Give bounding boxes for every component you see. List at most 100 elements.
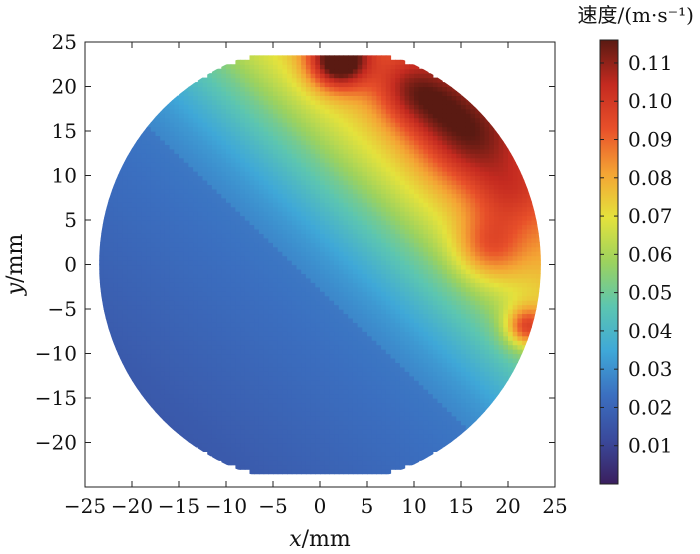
heatmap-cell bbox=[174, 148, 180, 154]
heatmap-cell bbox=[197, 95, 204, 101]
heatmap-cell bbox=[334, 260, 340, 266]
heatmap-cell bbox=[188, 108, 194, 114]
heatmap-cell bbox=[362, 313, 368, 319]
heatmap-cell bbox=[235, 460, 241, 466]
heatmap-cell bbox=[352, 420, 359, 426]
heatmap-cell bbox=[207, 402, 213, 408]
heatmap-cell bbox=[99, 228, 105, 234]
heatmap-cell bbox=[315, 268, 321, 274]
heatmap-cell bbox=[291, 291, 298, 297]
heatmap-cell bbox=[117, 260, 124, 266]
heatmap-cell bbox=[371, 153, 377, 159]
heatmap-cell bbox=[291, 277, 298, 283]
heatmap-cell bbox=[381, 291, 387, 297]
heatmap-cell bbox=[230, 349, 236, 355]
heatmap-cell bbox=[258, 451, 265, 457]
heatmap-cell bbox=[273, 398, 279, 404]
heatmap-cell bbox=[122, 220, 128, 226]
heatmap-cell bbox=[301, 451, 307, 457]
heatmap-cell bbox=[329, 237, 335, 243]
heatmap-cell bbox=[320, 131, 326, 137]
heatmap-cell bbox=[150, 153, 157, 159]
heatmap-cell bbox=[103, 340, 110, 346]
heatmap-cell bbox=[367, 469, 373, 475]
heatmap-cell bbox=[273, 122, 279, 128]
heatmap-cell bbox=[202, 438, 208, 444]
heatmap-cell bbox=[169, 220, 175, 226]
heatmap-cell bbox=[310, 184, 316, 190]
heatmap-cell bbox=[127, 282, 133, 288]
heatmap-cell bbox=[155, 184, 161, 190]
heatmap-cell bbox=[371, 398, 377, 404]
heatmap-cell bbox=[381, 286, 387, 292]
heatmap-cell bbox=[263, 260, 269, 266]
heatmap-cell bbox=[343, 122, 349, 128]
heatmap-cell bbox=[287, 375, 293, 381]
heatmap-cell bbox=[216, 268, 222, 274]
heatmap-cell bbox=[282, 313, 288, 319]
heatmap-cell bbox=[263, 99, 269, 105]
heatmap-cell bbox=[334, 331, 340, 337]
heatmap-cell bbox=[291, 188, 298, 194]
heatmap-cell bbox=[221, 357, 227, 363]
heatmap-cell bbox=[127, 277, 133, 283]
heatmap-cell bbox=[108, 353, 114, 359]
heatmap-cell bbox=[193, 171, 199, 177]
heatmap-cell bbox=[103, 322, 110, 328]
heatmap-cell bbox=[240, 389, 246, 395]
heatmap-cell bbox=[291, 384, 298, 390]
heatmap-cell bbox=[273, 344, 279, 350]
heatmap-cell bbox=[381, 175, 387, 181]
heatmap-cell bbox=[221, 117, 227, 123]
heatmap-cell bbox=[226, 95, 232, 101]
heatmap-cell bbox=[230, 371, 236, 377]
heatmap-cell bbox=[160, 188, 166, 194]
heatmap-cell bbox=[348, 344, 354, 350]
heatmap-cell bbox=[99, 246, 105, 252]
heatmap-cell bbox=[235, 117, 241, 123]
heatmap-cell bbox=[315, 429, 321, 435]
heatmap-cell bbox=[287, 246, 293, 252]
heatmap-cell bbox=[305, 393, 312, 399]
heatmap-cell bbox=[136, 260, 142, 266]
heatmap-cell bbox=[235, 340, 241, 346]
heatmap-cell bbox=[108, 211, 114, 217]
heatmap-cell bbox=[197, 237, 204, 243]
heatmap-cell bbox=[296, 424, 302, 430]
heatmap-cell bbox=[169, 340, 175, 346]
heatmap-cell bbox=[136, 224, 142, 230]
heatmap-cell bbox=[132, 389, 138, 395]
heatmap-cell bbox=[221, 131, 227, 137]
heatmap-cell bbox=[296, 131, 302, 137]
heatmap-cell bbox=[263, 104, 269, 110]
heatmap-cell bbox=[108, 233, 114, 239]
heatmap-cell bbox=[141, 277, 147, 283]
heatmap-cell bbox=[357, 162, 363, 168]
heatmap-cell bbox=[381, 188, 387, 194]
heatmap-cell bbox=[150, 139, 157, 145]
heatmap-cell bbox=[362, 99, 368, 105]
heatmap-cell bbox=[122, 184, 128, 190]
heatmap-cell bbox=[362, 117, 368, 123]
heatmap-cell bbox=[249, 77, 255, 83]
heatmap-cell bbox=[226, 438, 232, 444]
heatmap-cell bbox=[211, 433, 218, 439]
heatmap-cell bbox=[240, 415, 246, 421]
heatmap-cell bbox=[357, 411, 363, 417]
heatmap-cell bbox=[348, 64, 354, 70]
heatmap-cell bbox=[324, 59, 330, 65]
heatmap-cell bbox=[324, 108, 330, 114]
heatmap-cell bbox=[348, 144, 354, 150]
heatmap-cell bbox=[273, 357, 279, 363]
heatmap-cell bbox=[183, 108, 189, 114]
heatmap-cell bbox=[155, 251, 161, 257]
heatmap-cell bbox=[235, 82, 241, 88]
heatmap-cell bbox=[381, 438, 387, 444]
heatmap-cell bbox=[249, 113, 255, 119]
heatmap-cell bbox=[381, 322, 387, 328]
heatmap-cell bbox=[193, 304, 199, 310]
heatmap-cell bbox=[367, 148, 373, 154]
heatmap-cell bbox=[329, 384, 335, 390]
heatmap-cell bbox=[207, 433, 213, 439]
heatmap-cell bbox=[188, 86, 194, 92]
